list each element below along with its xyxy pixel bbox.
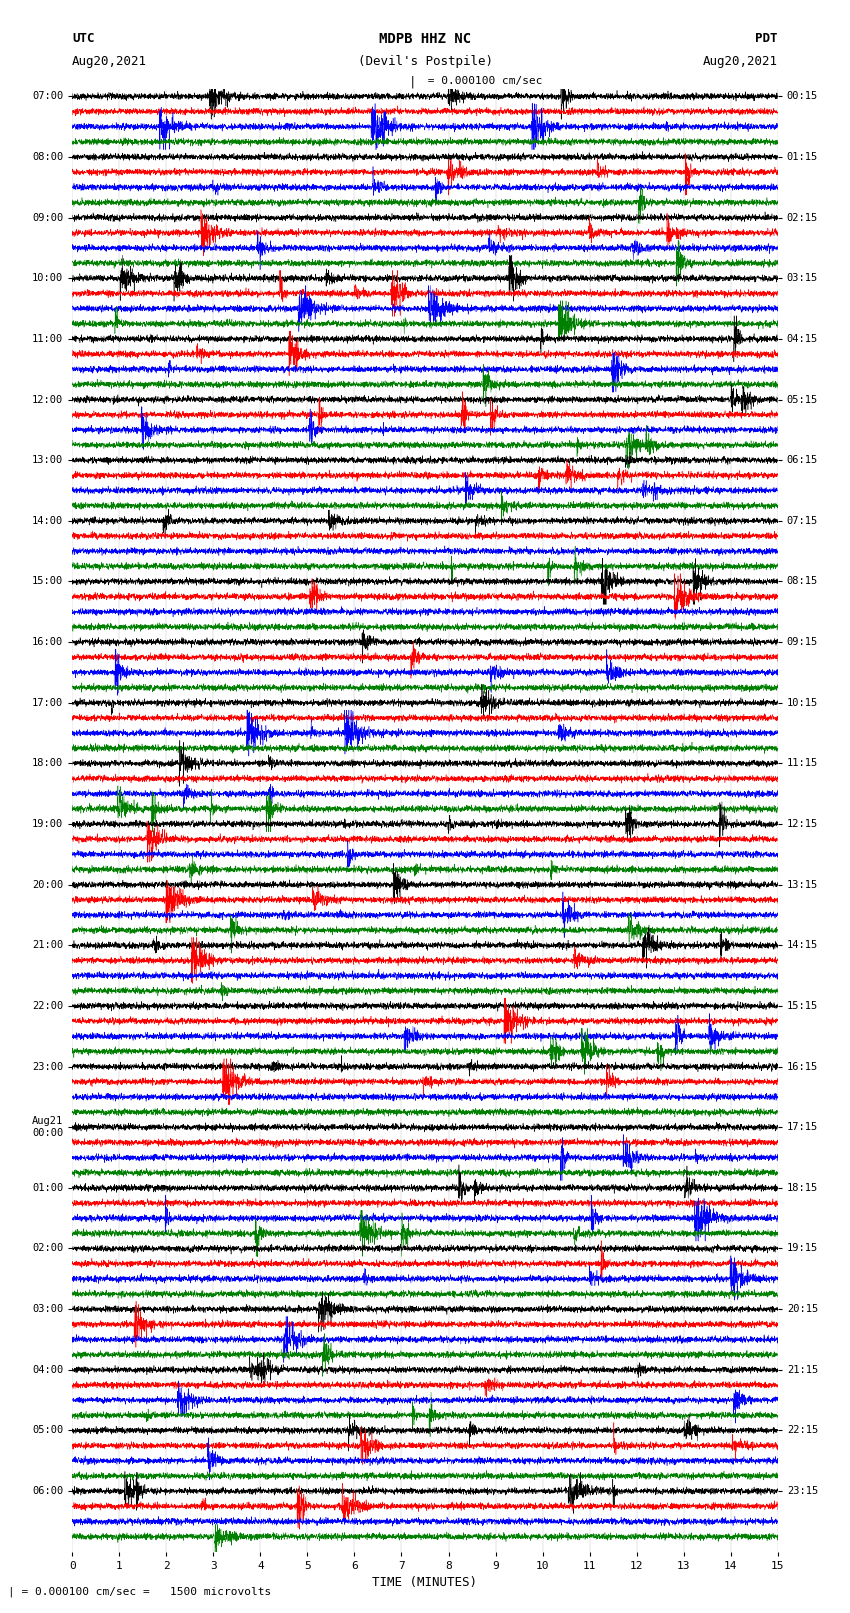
Text: MDPB HHZ NC: MDPB HHZ NC bbox=[379, 32, 471, 47]
Text: |: | bbox=[409, 76, 416, 89]
Text: UTC: UTC bbox=[72, 32, 94, 45]
Text: (Devil's Postpile): (Devil's Postpile) bbox=[358, 55, 492, 68]
Text: = 0.000100 cm/sec: = 0.000100 cm/sec bbox=[421, 76, 542, 85]
X-axis label: TIME (MINUTES): TIME (MINUTES) bbox=[372, 1576, 478, 1589]
Text: | = 0.000100 cm/sec =   1500 microvolts: | = 0.000100 cm/sec = 1500 microvolts bbox=[8, 1586, 272, 1597]
Text: PDT: PDT bbox=[756, 32, 778, 45]
Text: Aug20,2021: Aug20,2021 bbox=[703, 55, 778, 68]
Text: Aug20,2021: Aug20,2021 bbox=[72, 55, 147, 68]
